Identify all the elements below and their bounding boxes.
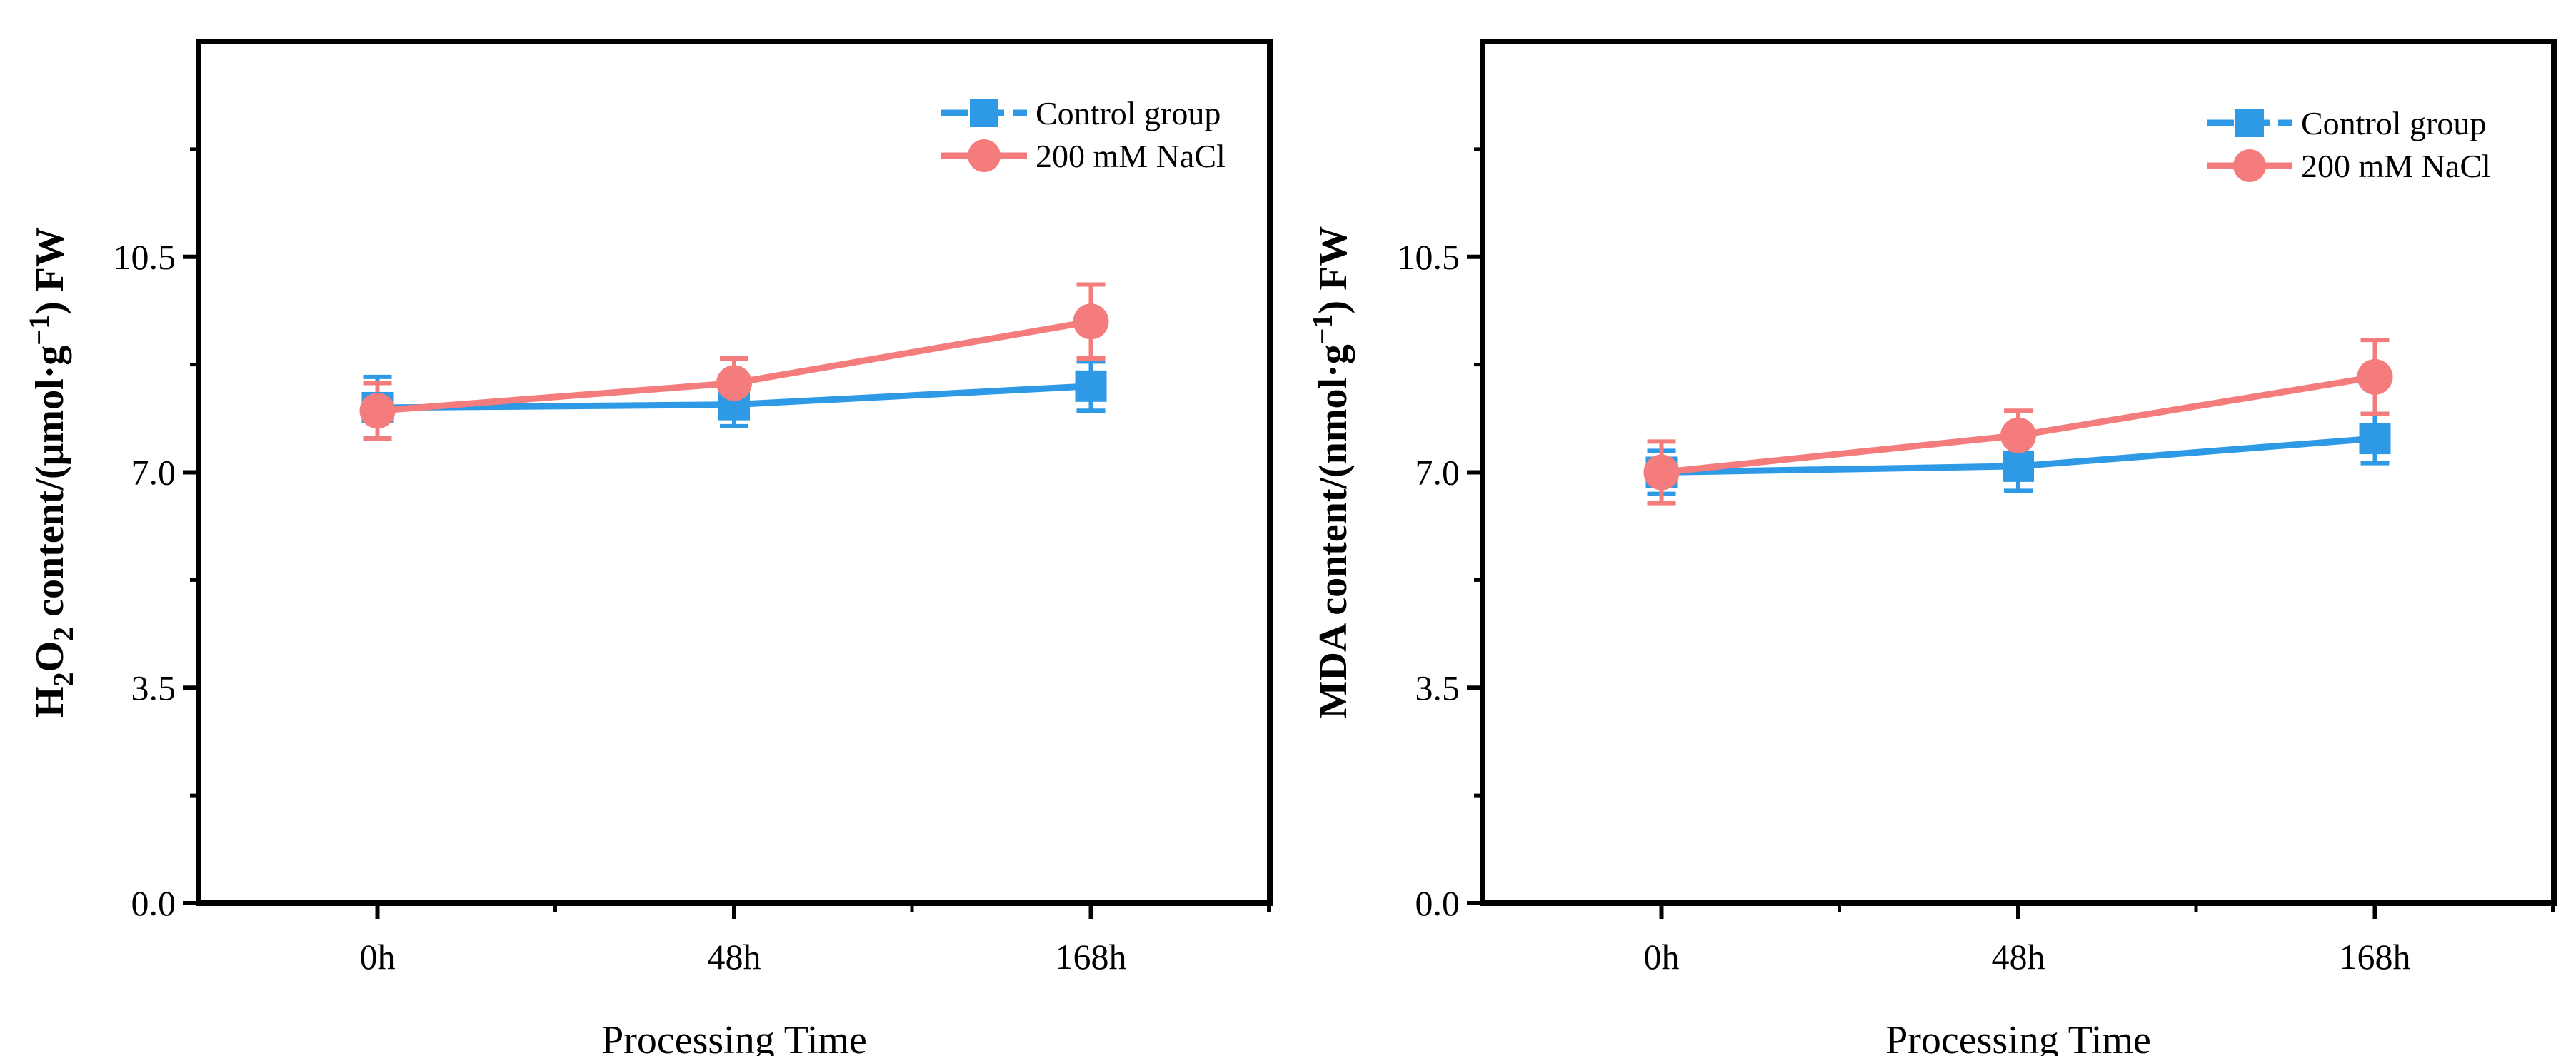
chart-panel-right: 0.0 3.5 7.0 10.5 0h 48h 168h Processing Time MDA… — [1306, 39, 2557, 1056]
y-axis-title: MDA content/(nmol·g−1) FW — [1306, 226, 1355, 719]
x-tick-label: 0h — [1644, 937, 1680, 977]
y-tick-label: 7.0 — [1415, 453, 1460, 493]
x-tick-label: 48h — [1992, 937, 2045, 977]
y-tick-label: 0.0 — [1415, 883, 1460, 923]
y-axis-title-part: content/(μmol·g — [28, 346, 72, 627]
y-axis-title-part: 2 — [47, 672, 79, 686]
x-axis-title: Processing Time — [1885, 1018, 2151, 1056]
legend-marker-circle — [2233, 149, 2266, 182]
y-tick-label: 10.5 — [1398, 237, 1460, 277]
y-tick-label: 3.5 — [131, 668, 176, 708]
x-axis-title: Processing Time — [601, 1018, 867, 1056]
y-axis-title-part: 2 — [47, 627, 79, 641]
x-tick-label: 168h — [1056, 937, 1127, 977]
data-point-circle — [1073, 303, 1109, 340]
y-tick-label: 10.5 — [114, 237, 176, 277]
legend-label: Control group — [2301, 105, 2486, 141]
legend-label: Control group — [1036, 95, 1221, 131]
x-tick-label: 0h — [360, 937, 396, 977]
y-tick-label: 0.0 — [131, 883, 176, 923]
data-point-circle — [2000, 417, 2036, 453]
legend-marker-square — [2235, 109, 2264, 137]
data-point-circle — [359, 393, 396, 429]
data-point-square — [1075, 370, 1107, 402]
data-point-circle — [716, 365, 752, 401]
y-axis-title-part: MDA content/(nmol·g — [1311, 344, 1355, 718]
y-axis-title-part: −1 — [1306, 313, 1338, 344]
y-tick-label: 7.0 — [131, 453, 176, 493]
x-tick-label: 48h — [708, 937, 761, 977]
y-axis-title-part: −1 — [23, 315, 55, 346]
legend-label: 200 mM NaCl — [2301, 148, 2491, 184]
data-point-square — [2359, 423, 2391, 455]
data-point-circle — [2357, 358, 2393, 395]
data-point-square — [2003, 450, 2034, 482]
y-axis-title: H2O2 content/(μmol·g−1) FW — [23, 227, 79, 718]
x-tick-label: 168h — [2340, 937, 2411, 977]
y-axis-title-part: ) FW — [1311, 226, 1355, 314]
legend-label: 200 mM NaCl — [1036, 138, 1226, 174]
data-point-circle — [1643, 454, 1680, 491]
y-axis-title-part: H — [28, 686, 72, 718]
y-axis-title-part: ) FW — [28, 227, 72, 315]
legend-marker-circle — [968, 139, 1001, 172]
y-tick-label: 3.5 — [1415, 668, 1460, 708]
legend-marker-square — [970, 99, 998, 127]
y-axis-title-part: O — [28, 641, 72, 673]
